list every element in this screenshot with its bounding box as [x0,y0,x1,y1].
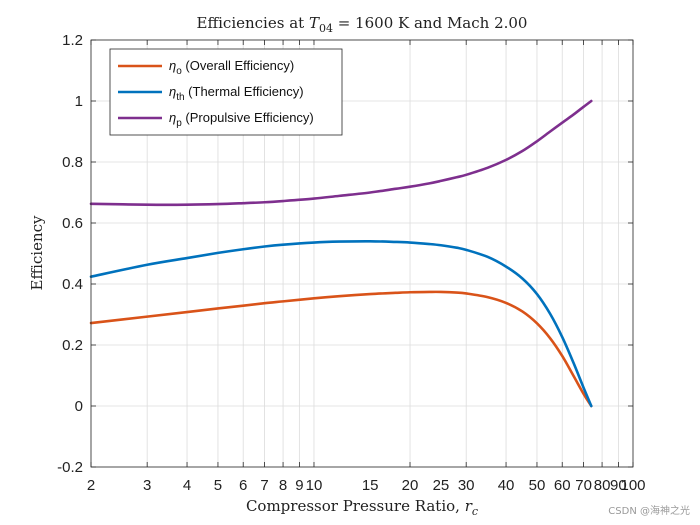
x-tick-label: 15 [362,477,379,494]
x-tick-label: 3 [143,477,151,494]
y-tick-label: -0.2 [57,459,83,476]
y-tick-label: 0 [75,398,83,415]
watermark: CSDN @海神之光 [608,504,690,517]
legend-label-th: ηth (Thermal Efficiency) [169,84,304,103]
x-tick-label: 90 [610,477,627,494]
y-axis-label: Efficiency [28,215,46,291]
y-tick-label: 0.4 [62,276,83,293]
x-tick-label: 20 [402,477,419,494]
x-tick-label: 40 [498,477,515,494]
x-tick-label: 8 [279,477,287,494]
series-line-p [89,99,593,207]
x-tick-label: 5 [214,477,222,494]
x-tick-label: 7 [260,477,268,494]
series-line-o [89,290,593,408]
x-tick-label: 25 [433,477,450,494]
series-lines [89,99,593,408]
x-tick-label: 30 [458,477,475,494]
x-tick-label: 70 [575,477,592,494]
x-tick-label: 10 [306,477,323,494]
x-tick-label: 6 [239,477,247,494]
x-tick-label: 4 [183,477,191,494]
y-tick-label: 0.2 [62,337,83,354]
x-axis-label: Compressor Pressure Ratio, rc [246,497,478,518]
x-tick-label: 80 [594,477,611,494]
plot-frame [90,39,634,468]
y-tick-label: 0.6 [62,215,83,232]
legend-label-o: ηo (Overall Efficiency) [169,58,294,77]
x-tick-label: 100 [620,477,645,494]
series-line-th [89,239,593,408]
x-tick-label: 2 [87,477,95,494]
y-tick-label: 1 [75,93,83,110]
x-tick-label: 50 [529,477,546,494]
x-tick-label: 60 [554,477,571,494]
legend-label-p: ηp (Propulsive Efficiency) [169,110,314,129]
chart-title: Efficiencies at T04 = 1600 K and Mach 2.… [197,14,528,35]
y-tick-label: 1.2 [62,32,83,49]
y-tick-label: 0.8 [62,154,83,171]
legend: ηo (Overall Efficiency) ηth (Thermal Effi… [109,48,343,136]
x-tick-label: 9 [295,477,303,494]
